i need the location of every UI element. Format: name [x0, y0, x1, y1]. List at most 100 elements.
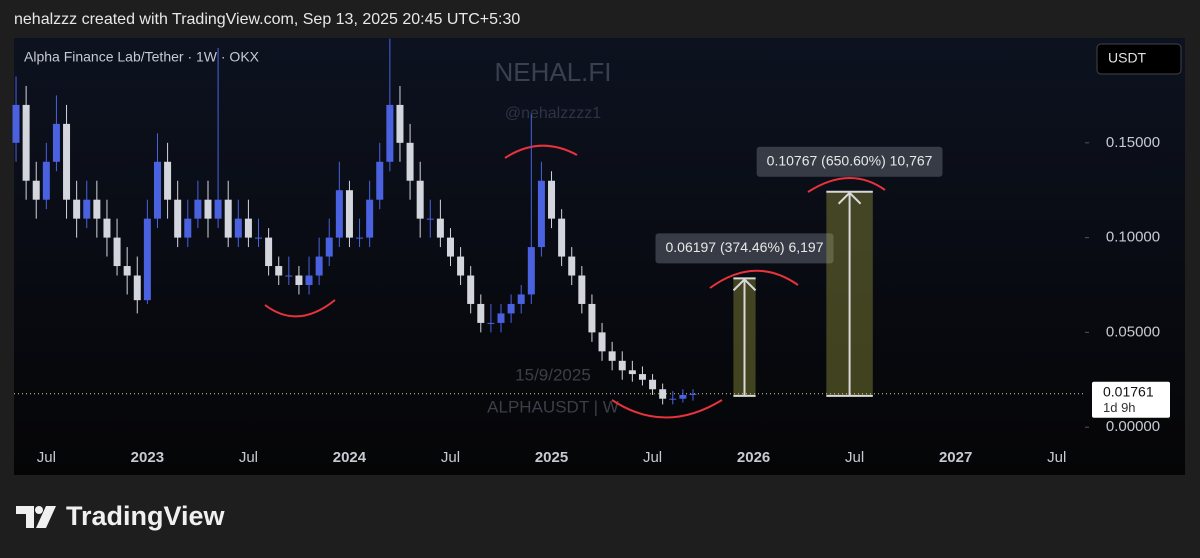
x-tick-label: 2025 — [535, 449, 568, 466]
candle-body — [224, 199, 232, 238]
x-tick-label: Jul — [845, 449, 864, 466]
candle-body — [204, 199, 212, 219]
candle-body — [63, 123, 71, 200]
chart-area — [14, 38, 1185, 475]
price-tag — [1092, 381, 1170, 418]
footer-logo: TradingView — [16, 501, 226, 531]
candle-body — [143, 218, 151, 301]
x-tick-label: Jul — [441, 449, 460, 466]
logo-icon — [16, 506, 56, 528]
candle-body — [255, 237, 263, 239]
candle-body — [42, 161, 50, 200]
candle-body — [568, 256, 576, 276]
candle-body — [12, 104, 20, 143]
candle-body — [244, 218, 252, 238]
watermark: NEHAL.FI — [494, 57, 611, 87]
candle-body — [356, 237, 364, 239]
candle-body — [133, 275, 141, 301]
candle-body — [628, 370, 636, 375]
watermark-date: 15/9/2025 — [515, 365, 591, 384]
measure-arrowhead — [837, 191, 862, 205]
x-tick-label: 2026 — [737, 449, 770, 466]
candle-body — [618, 360, 626, 371]
candle-body — [608, 351, 616, 361]
candle-body — [426, 218, 434, 220]
candle-body — [578, 275, 586, 304]
candle-body — [315, 256, 323, 276]
candle-body — [659, 389, 667, 399]
candle-body — [396, 104, 404, 143]
candle-body — [32, 180, 40, 200]
currency-label[interactable]: USDT — [1108, 50, 1147, 66]
price-tag-value: 0.01761 — [1103, 383, 1154, 399]
candle-body — [214, 199, 222, 219]
y-tick-label: 0.05000 — [1106, 323, 1160, 340]
candle-body — [638, 374, 646, 380]
candle-body — [649, 379, 657, 390]
candle-body — [325, 237, 333, 257]
candle-body — [598, 332, 606, 352]
header: nehalzzz created with TradingView.com, S… — [14, 11, 520, 28]
y-tick-label: 0.10000 — [1106, 229, 1160, 246]
measure-label: 0.06197 (374.46%) 6,197 — [665, 239, 823, 255]
candle-body — [52, 123, 60, 162]
currency-button[interactable] — [1096, 43, 1182, 75]
candle-body — [457, 256, 465, 276]
x-tick-label: 2024 — [333, 449, 367, 466]
candle-body — [679, 394, 687, 399]
candle-body — [73, 199, 81, 219]
candle-body — [689, 393, 697, 395]
price-tag-countdown: 1d 9h — [1103, 400, 1136, 415]
annotation-arcs — [264, 144, 886, 419]
candle-body — [113, 237, 121, 267]
y-tick-label: 0.15000 — [1106, 134, 1160, 151]
watermark-symbol: ALPHAUSDT | W — [487, 397, 619, 416]
symbol-title: Alpha Finance Lab/Tether · 1W · OKX — [24, 49, 260, 65]
arc — [611, 399, 723, 419]
candle-body — [184, 218, 192, 238]
candle-body — [285, 275, 293, 277]
y-tick-label: 0.00000 — [1106, 418, 1160, 435]
candle-body — [497, 313, 505, 323]
candle-body — [123, 266, 131, 276]
candle-body — [558, 218, 566, 257]
x-tick-label: 2023 — [131, 449, 164, 466]
candle-body — [487, 322, 495, 324]
candle-body — [548, 180, 556, 219]
candle-body — [588, 303, 596, 333]
candle-body — [537, 180, 545, 248]
x-tick-label: Jul — [1047, 449, 1066, 466]
x-tick-label: Jul — [643, 449, 662, 466]
candle-body — [93, 199, 101, 219]
candle-body — [366, 199, 374, 238]
candle-body — [174, 199, 182, 238]
arc — [807, 177, 886, 193]
candle-body — [436, 218, 444, 238]
candle-body — [103, 218, 111, 238]
candle-body — [416, 180, 424, 219]
candle-body — [194, 199, 202, 219]
candle-body — [335, 190, 343, 238]
candle-body — [376, 161, 384, 200]
measure-label-box — [756, 146, 943, 177]
measure-label: 0.10767 (650.60%) 10,767 — [767, 152, 933, 168]
logo-dot — [35, 506, 43, 514]
arc — [709, 269, 799, 289]
candle-body — [164, 161, 172, 200]
candle-body — [477, 303, 485, 323]
watermark-handle: @nehalzzzz1 — [505, 105, 601, 122]
arc — [504, 144, 578, 159]
candle-body — [467, 275, 475, 304]
candle-body — [507, 303, 515, 314]
candle-body — [265, 237, 273, 267]
x-tick-label: Jul — [239, 449, 258, 466]
candle-body — [345, 190, 353, 238]
candle-body — [83, 199, 91, 219]
candle-body — [527, 247, 535, 295]
arc — [264, 299, 336, 318]
candle-body — [406, 142, 414, 181]
x-tick-label: Jul — [37, 449, 56, 466]
candle-body — [153, 161, 161, 219]
